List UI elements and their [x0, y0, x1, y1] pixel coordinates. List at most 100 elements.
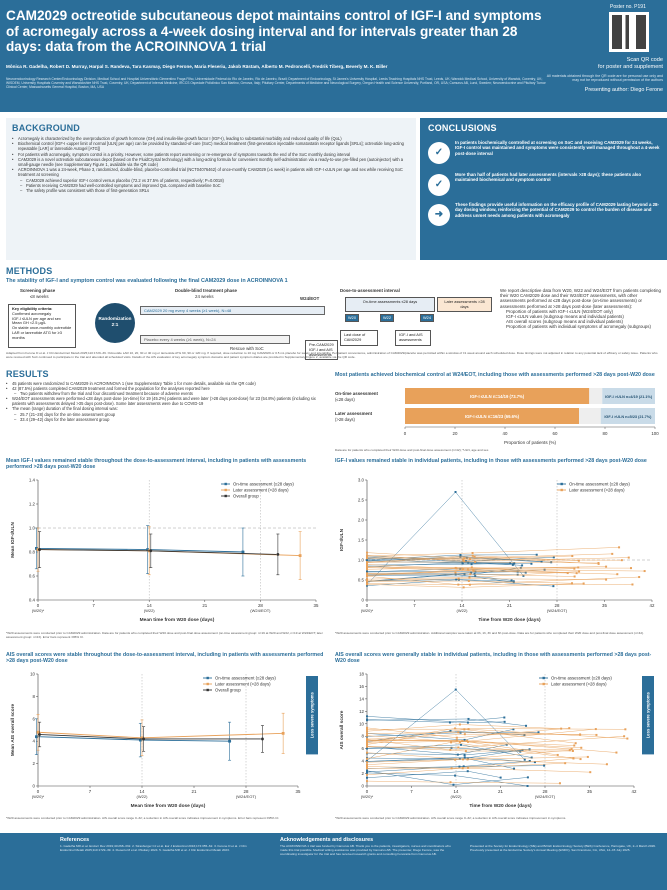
x-tick-label: 14	[460, 603, 465, 608]
x-tick-label: 14	[454, 789, 459, 794]
bar-tick-label: 100	[651, 431, 659, 436]
patient-point	[579, 758, 582, 761]
patient-point	[467, 766, 470, 769]
patient-point	[466, 758, 469, 761]
patient-point	[468, 557, 471, 560]
x-tick-label: 28	[555, 603, 560, 608]
severity-arrow	[306, 676, 318, 755]
conclusion-text: These findings provide useful informatio…	[455, 202, 659, 218]
poster-title: CAM2029 octreotide subcutaneous depot ma…	[6, 8, 542, 54]
patient-point	[463, 560, 466, 563]
patient-point	[519, 750, 522, 753]
patient-point	[556, 753, 559, 756]
y-axis-label: Mean AIS overall score	[10, 704, 16, 757]
patient-point	[512, 728, 515, 731]
patient-point	[466, 568, 469, 571]
patient-point	[458, 723, 461, 726]
patient-point	[366, 572, 368, 575]
patient-point	[472, 569, 475, 572]
x-sub-label: (W24/EOT)	[250, 608, 271, 613]
patient-point	[526, 785, 529, 787]
data-point	[139, 738, 142, 742]
patient-point	[366, 728, 368, 731]
patient-point	[366, 584, 368, 587]
list-item: ACROINNOVA 1 was a 24-week, Phase 3, ran…	[12, 167, 412, 177]
patient-point	[450, 767, 453, 770]
list-item: 33.4 (29–42) days for the later assessme…	[6, 417, 326, 422]
x-axis-label: Time from W20 dose (days)	[478, 617, 541, 623]
y-tick-label: 6	[362, 746, 365, 751]
x-tick-label: 35	[602, 603, 607, 608]
y-axis-label: IGF-I/ULN	[339, 528, 345, 551]
patient-point	[571, 749, 574, 752]
patient-point	[465, 739, 468, 742]
x-tick-label: 42	[650, 603, 655, 608]
list-item: The safety profile was consistent with t…	[12, 188, 412, 193]
y-tick-label: 1.4	[29, 478, 36, 483]
patient-point	[560, 727, 563, 730]
x-tick-label: 21	[498, 789, 503, 794]
x-tick-label: 0	[366, 789, 369, 794]
randomization-circle: Randomization 2:1	[95, 303, 135, 343]
methods-heading: METHODS	[6, 266, 53, 276]
y-tick-label: 16	[359, 684, 364, 689]
y-tick-label: 0.8	[29, 550, 36, 555]
conclusion-item: ✓ More than half of patients had later a…	[428, 172, 660, 199]
legend-marker	[224, 482, 227, 486]
conclusion-text: More than half of patients had later ass…	[455, 172, 642, 183]
x-sub-label: (W24/EOT)	[547, 608, 568, 613]
x-tick-label: 14	[147, 603, 152, 608]
x-tick-label: 21	[507, 603, 512, 608]
bar-ok	[405, 388, 590, 404]
legend-marker	[542, 676, 545, 680]
results-heading: RESULTS	[6, 369, 49, 379]
chart4-footnote: *W20 assessments were conducted prior to…	[335, 817, 567, 820]
y-tick-label: 1.0	[358, 558, 365, 563]
bar-tick-label: 20	[453, 431, 458, 436]
legend-label: Later assessment (>28 days)	[215, 682, 271, 687]
patient-point	[449, 729, 452, 732]
patient-line	[366, 583, 633, 585]
patient-point	[461, 568, 464, 571]
y-tick-label: 3.0	[358, 478, 365, 483]
patient-point	[526, 776, 529, 779]
patient-point	[471, 551, 474, 554]
patient-point	[461, 558, 464, 561]
x-tick-label: 0	[37, 789, 40, 794]
patient-point	[366, 566, 368, 569]
x-axis-label: Mean time from W20 dose (days)	[140, 617, 215, 623]
list-item: Patients receiving CAM2029 had well-cont…	[12, 183, 412, 188]
background-list: Acromegaly is characterized by the overp…	[12, 136, 412, 193]
patient-point	[366, 715, 368, 718]
patient-point	[463, 728, 466, 731]
bar-high-label: IGF-I >ULN n=4/19 (21.1%)	[605, 395, 653, 399]
x-axis-label: Time from W20 dose (days)	[469, 803, 532, 809]
eligibility-item: Confirmed acromegaly	[12, 310, 52, 316]
bar-high-label: IGF-I >ULN n=5/23 (21.7%)	[604, 415, 652, 419]
patient-point	[470, 571, 473, 574]
y-tick-label: 1.2	[29, 502, 36, 507]
qr-code-icon[interactable]	[609, 12, 649, 52]
patient-point	[643, 570, 646, 573]
patient-point	[366, 743, 368, 746]
list-item: For patients with acromegaly, symptom co…	[12, 152, 412, 157]
patient-line	[366, 742, 581, 760]
data-point	[35, 547, 38, 550]
patient-point	[615, 751, 618, 754]
patient-point	[366, 745, 368, 748]
week-w20: W20	[345, 314, 359, 322]
patient-point	[605, 565, 608, 568]
patient-point	[449, 748, 452, 751]
patient-point	[467, 728, 470, 731]
patient-point	[473, 555, 476, 558]
patient-point	[579, 733, 582, 736]
patient-point	[574, 742, 577, 745]
patient-point	[571, 555, 574, 558]
bar-other	[589, 388, 603, 404]
arm-placebo: Placebo every 4 weeks (≥1 week), N=24	[140, 335, 290, 344]
conclusion-text: In patients biochemically controlled at …	[455, 140, 660, 156]
y-tick-label: 2.5	[358, 498, 365, 503]
patient-point	[623, 735, 626, 738]
bar-tick-label: 40	[503, 431, 508, 436]
